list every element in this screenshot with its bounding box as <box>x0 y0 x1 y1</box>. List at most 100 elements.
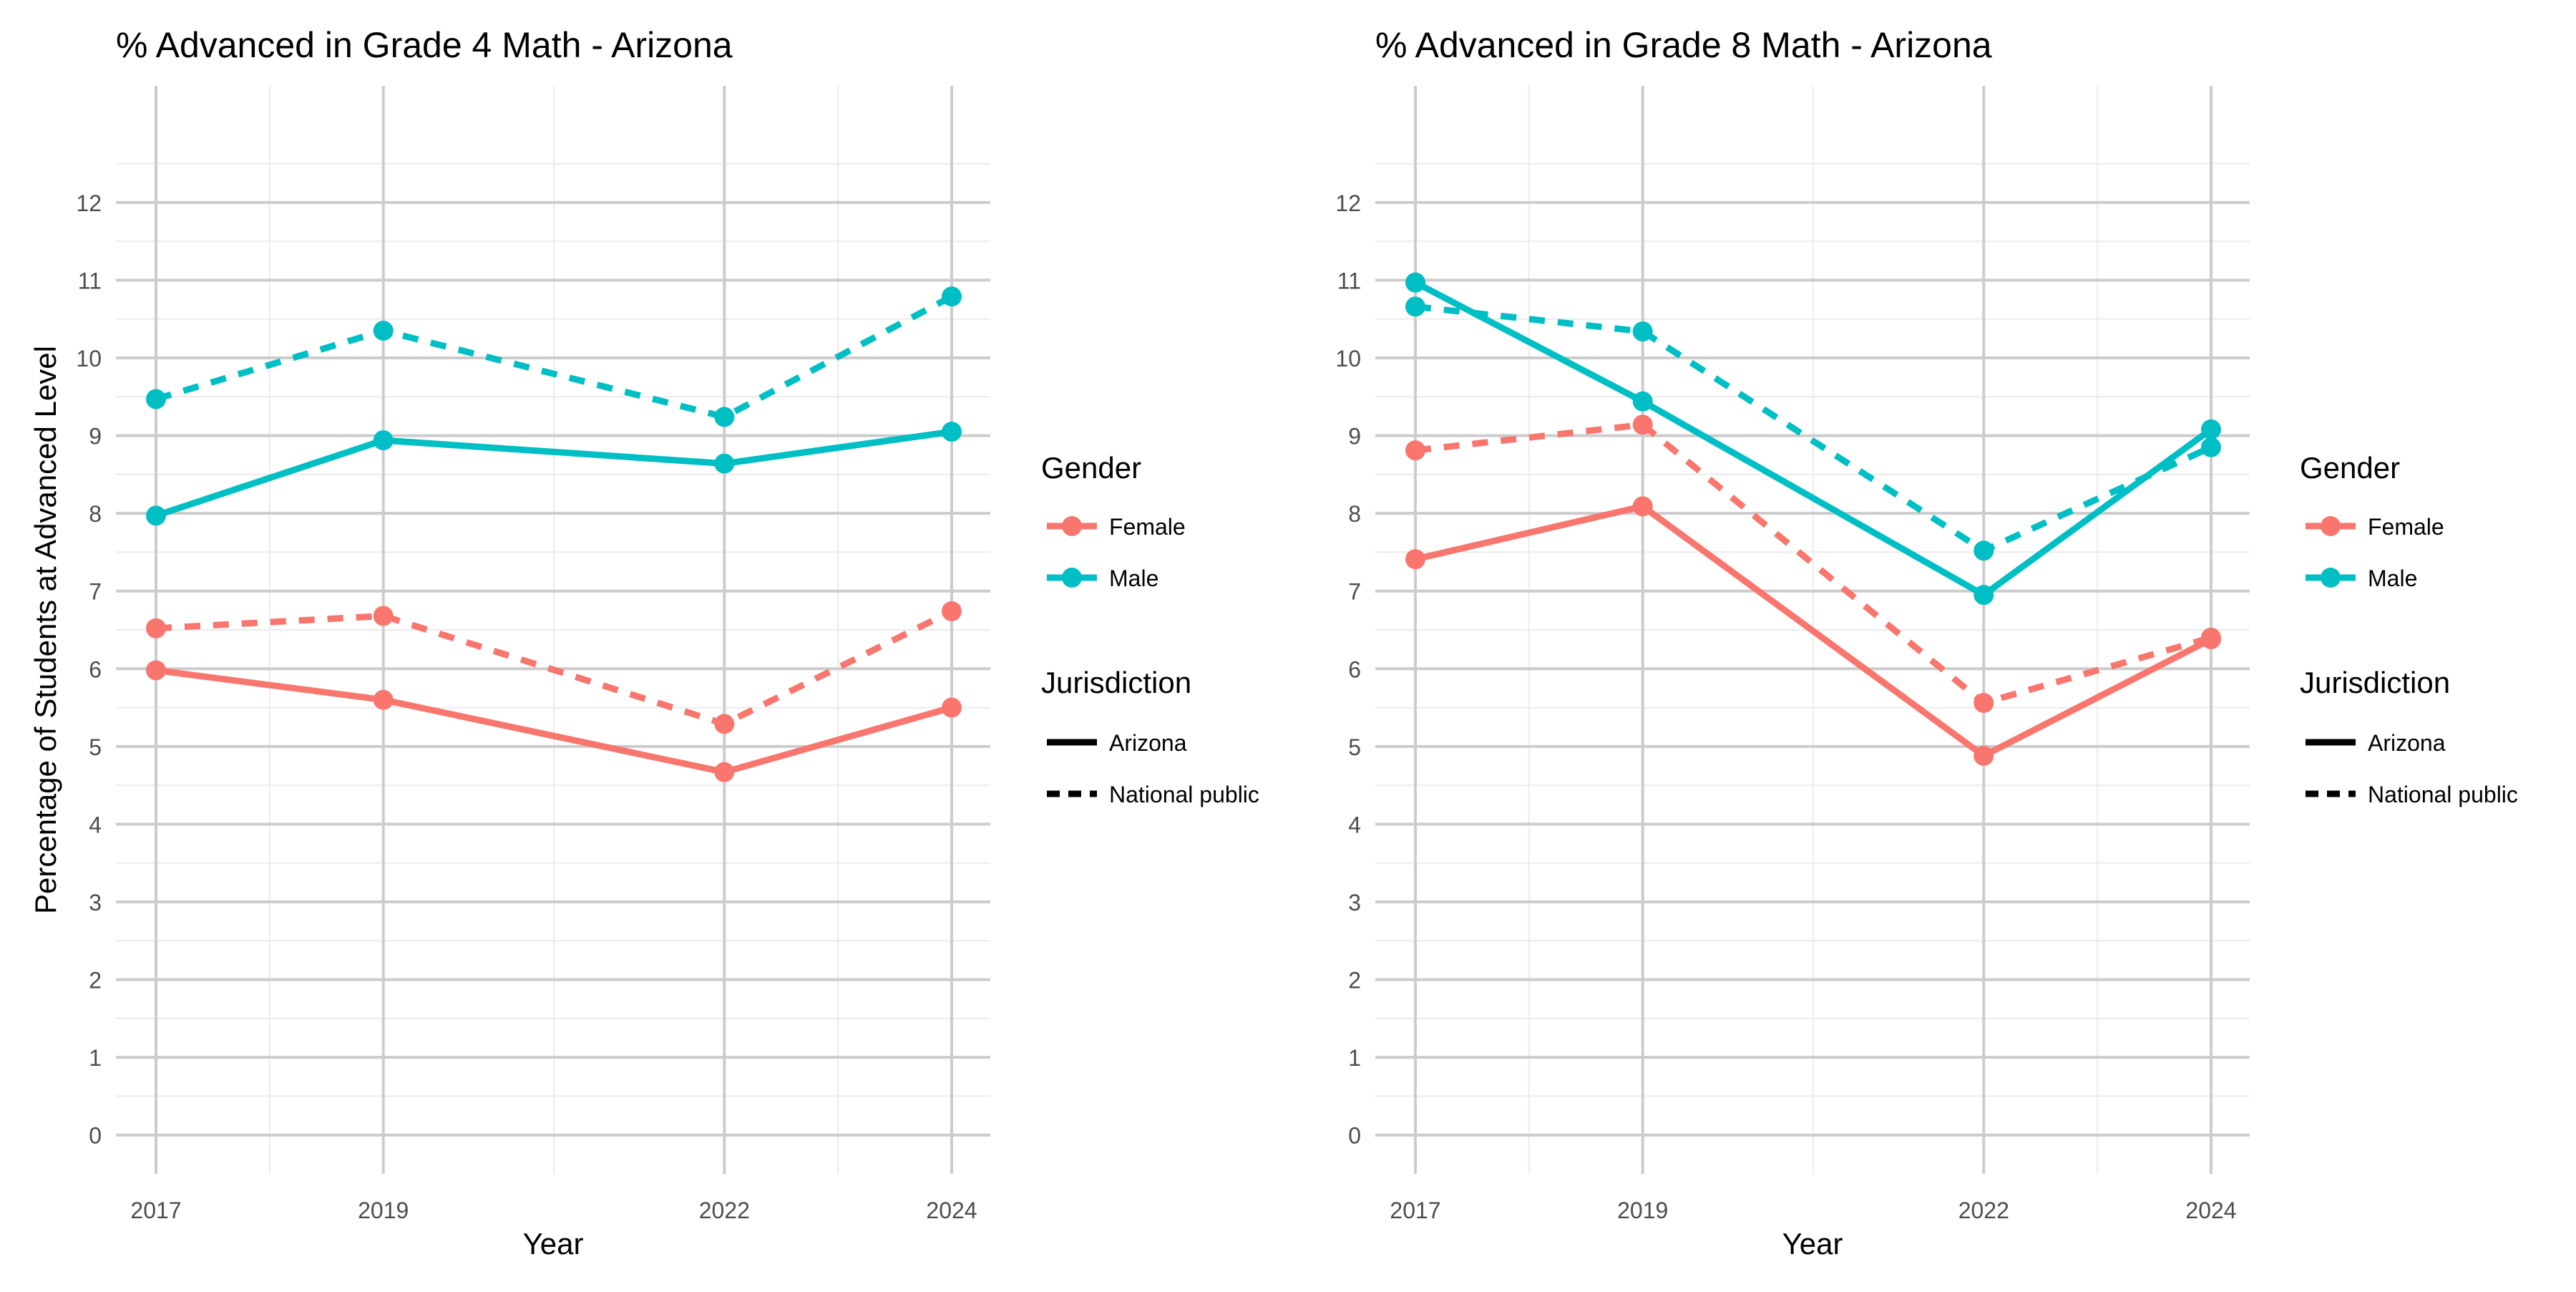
y-tick-label: 2 <box>1348 968 1361 994</box>
legend-title-jurisdiction: Jurisdiction <box>1041 666 1191 699</box>
data-point-male-national-public <box>714 407 735 427</box>
series-line-male-national-public <box>1415 303 2212 554</box>
x-axis-label: Year <box>523 1227 584 1261</box>
y-tick-label: 8 <box>1348 501 1361 527</box>
data-point-male-national-public <box>146 389 166 409</box>
x-tick-label: 2022 <box>1958 1198 2009 1223</box>
y-tick-label: 6 <box>1348 656 1361 682</box>
data-point-male-national-public <box>2201 437 2221 457</box>
data-point-male-national-public <box>373 321 394 341</box>
y-tick-label: 6 <box>89 656 102 682</box>
data-point-female-arizona <box>942 697 962 718</box>
y-tick-label: 12 <box>1335 190 1361 216</box>
y-tick-label: 3 <box>89 890 102 915</box>
legend-label-female: Female <box>2368 514 2444 540</box>
y-tick-label: 9 <box>89 424 102 450</box>
y-axis-label: Percentage of Students at Advanced Level <box>29 346 62 914</box>
series-line-female-arizona <box>1414 502 2213 759</box>
legend-label-arizona: Arizona <box>2368 730 2446 756</box>
data-point-female-arizona <box>1974 745 1994 766</box>
series-line-male-national-public <box>155 293 954 421</box>
data-point-female-national-public <box>714 714 735 734</box>
data-point-male-arizona <box>1405 272 1425 293</box>
y-tick-label: 7 <box>89 579 102 605</box>
series-line-female-arizona <box>155 666 953 776</box>
data-point-female-national-public <box>146 618 166 638</box>
y-tick-label: 5 <box>89 734 102 760</box>
data-point-female-national-public <box>373 606 394 626</box>
y-tick-label: 10 <box>76 346 102 371</box>
data-point-female-arizona <box>373 689 394 710</box>
data-point-male-arizona <box>714 453 735 474</box>
y-tick-label: 7 <box>1348 579 1361 605</box>
y-tick-label: 11 <box>78 268 102 293</box>
data-point-female-arizona <box>714 762 735 782</box>
legend: Gender Female Male Jurisdiction Arizona Natio… <box>1041 451 1259 807</box>
y-tick-label: 0 <box>89 1123 102 1149</box>
data-point-female-national-public <box>1974 693 1994 714</box>
data-point-male-arizona <box>373 430 394 451</box>
x-tick-label: 2019 <box>1617 1198 1668 1223</box>
legend-label-national-public: National public <box>1109 782 1259 807</box>
legend-key-point-male <box>2321 568 2341 588</box>
data-point-male-national-public <box>1974 540 1994 561</box>
data-point-male-arizona <box>1974 585 1994 606</box>
data-point-male-national-public <box>942 286 962 307</box>
data-point-female-arizona <box>146 660 166 681</box>
y-tick-label: 4 <box>1348 812 1361 837</box>
x-tick-label: 2017 <box>130 1198 181 1223</box>
y-tick-label: 2 <box>89 968 102 994</box>
x-tick-label: 2019 <box>358 1198 409 1223</box>
legend-label-male: Male <box>2368 565 2417 591</box>
data-point-male-national-public <box>1632 321 1653 342</box>
y-tick-label: 12 <box>76 190 102 216</box>
x-tick-label: 2017 <box>1390 1198 1440 1223</box>
y-tick-label: 1 <box>89 1045 102 1071</box>
data-point-female-arizona <box>1405 549 1425 570</box>
data-point-male-arizona <box>146 505 166 526</box>
data-point-female-arizona <box>1632 496 1653 517</box>
legend-label-arizona: Arizona <box>1109 730 1187 756</box>
data-point-female-arizona <box>2201 629 2221 650</box>
legend-title-gender: Gender <box>2300 451 2400 485</box>
data-point-female-national-public <box>1405 440 1425 461</box>
y-tick-label: 9 <box>1348 424 1361 450</box>
legend-key-point-female <box>2321 516 2341 536</box>
chart-title: % Advanced in Grade 4 Math - Arizona <box>116 25 733 65</box>
data-point-male-arizona <box>1632 391 1653 412</box>
y-tick-label: 4 <box>89 812 102 837</box>
data-point-female-national-public <box>942 601 962 621</box>
series-line-female-national-public <box>1415 421 2212 706</box>
x-tick-label: 2024 <box>2185 1198 2236 1223</box>
y-tick-label: 8 <box>89 501 102 527</box>
y-tick-label: 1 <box>1348 1045 1361 1071</box>
data-point-female-national-public <box>1632 414 1653 435</box>
data-point-male-arizona <box>942 422 962 442</box>
legend-key-point-female <box>1062 516 1082 536</box>
data-point-male-arizona <box>2201 419 2221 439</box>
x-axis-label: Year <box>1782 1227 1843 1261</box>
series-line-female-national-public <box>155 608 953 727</box>
x-tick-label: 2022 <box>699 1198 750 1223</box>
legend-title-gender: Gender <box>1041 451 1141 485</box>
x-tick-label: 2024 <box>926 1198 977 1223</box>
chart-title: % Advanced in Grade 8 Math - Arizona <box>1375 25 1992 65</box>
legend-label-national-public: National public <box>2368 782 2518 807</box>
legend-label-male: Male <box>1109 565 1158 591</box>
y-tick-label: 10 <box>1335 346 1361 371</box>
data-point-male-national-public <box>1405 296 1425 317</box>
series-line-male-arizona <box>1413 279 2213 598</box>
y-tick-label: 5 <box>1348 734 1361 760</box>
series-line-male-arizona <box>155 428 952 519</box>
legend: Gender Female Male Jurisdiction Arizona Natio… <box>2300 451 2518 807</box>
y-tick-label: 3 <box>1348 890 1361 915</box>
legend-key-point-male <box>1062 568 1082 588</box>
legend-label-female: Female <box>1109 514 1186 540</box>
legend-title-jurisdiction: Jurisdiction <box>2300 666 2450 699</box>
y-tick-label: 11 <box>1337 268 1361 293</box>
y-tick-label: 0 <box>1348 1123 1361 1149</box>
